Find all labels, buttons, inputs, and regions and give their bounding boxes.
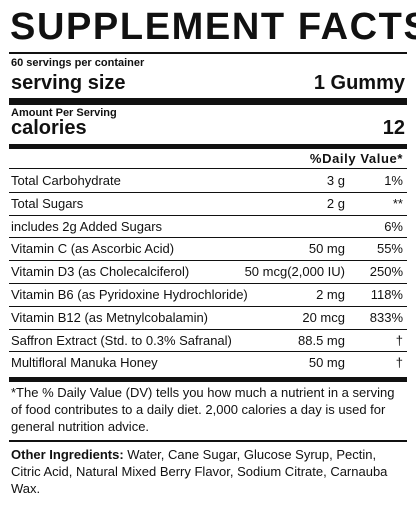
nutrient-name: Vitamin C (as Ascorbic Acid): [11, 241, 175, 257]
thick-divider: [9, 144, 407, 149]
nutrient-amount: 50 mcg(2,000 IU): [244, 264, 345, 280]
nutrient-name: Multifloral Manuka Honey: [11, 355, 158, 371]
divider: [9, 52, 407, 54]
servings-per-container: 60 servings per container: [11, 57, 145, 69]
panel-title: SUPPLEMENT FACTS: [10, 6, 416, 48]
nutrient-name: Total Carbohydrate: [11, 173, 121, 188]
nutrient-amount: 2 mg: [316, 287, 345, 302]
nutrient-daily-value: 6%: [384, 218, 403, 234]
daily-value-footnote: *The % Daily Value (DV) tells you how mu…: [11, 385, 395, 434]
divider: [9, 214, 407, 216]
nutrient-name: Vitamin B6 (as Pyridoxine Hydrochloride): [11, 287, 248, 302]
nutrient-name: includes 2g Added Sugars: [11, 218, 163, 234]
nutrient-row: includes 2g Added Sugars 6%: [9, 216, 407, 238]
ingredients-text: Water, Cane Sugar, Glucose Syrup, Pectin…: [11, 447, 388, 496]
nutrient-amount: 50 mg: [308, 355, 345, 371]
nutrient-daily-value: †: [395, 332, 403, 348]
nutrient-row: Vitamin D3 (as Cholecalciferol) 50 mcg(2,…: [9, 261, 407, 283]
nutrient-daily-value: 250%: [369, 264, 403, 280]
nutrient-daily-value: 1%: [384, 173, 403, 188]
calories-value: 12: [382, 117, 405, 139]
amount-per-serving: Amount Per Serving: [11, 107, 117, 119]
nutrient-daily-value: 55%: [376, 241, 403, 257]
nutrient-amount: 20 mcg: [302, 309, 345, 325]
divider: [9, 168, 407, 169]
thick-divider: [9, 377, 407, 382]
nutrient-name: Vitamin B12 (as Metnylcobalamin): [11, 309, 209, 325]
nutrient-daily-value: 118%: [370, 287, 403, 302]
nutrient-row: Total Sugars 2 g **: [9, 193, 407, 215]
serving-size-label: serving size: [11, 72, 126, 94]
divider: [9, 305, 407, 307]
nutrient-row: Vitamin B12 (as Metnylcobalamin) 20 mcg 83…: [9, 307, 407, 329]
nutrient-row: Vitamin B6 (as Pyridoxine Hydrochloride)…: [9, 284, 407, 306]
nutrient-amount: 50 mg: [308, 241, 345, 257]
nutrient-row: Multifloral Manuka Honey 50 mg †: [9, 352, 407, 374]
divider: [9, 260, 407, 262]
daily-value-header: %Daily Value*: [309, 151, 403, 166]
nutrient-name: Total Sugars: [11, 195, 84, 211]
ingredients-label: Other Ingredients:: [11, 447, 124, 462]
nutrient-row: Saffron Extract (Std. to 0.3% Safranal) 8…: [9, 330, 407, 352]
divider: [9, 328, 407, 330]
calories-label: calories: [11, 117, 87, 139]
nutrient-daily-value: †: [395, 355, 403, 371]
nutrient-daily-value: **: [392, 195, 403, 211]
divider: [9, 283, 407, 284]
nutrient-amount: 2 g: [326, 195, 345, 211]
divider: [9, 440, 407, 442]
nutrient-row: Total Carbohydrate 3 g 1%: [9, 170, 407, 192]
serving-size-value: 1 Gummy: [313, 72, 405, 94]
other-ingredients: Other Ingredients: Water, Cane Sugar, Gl…: [11, 446, 407, 497]
nutrient-amount: 88.5 mg: [298, 332, 345, 348]
divider: [9, 191, 407, 193]
nutrient-amount: 3 g: [326, 173, 345, 188]
nutrient-name: Saffron Extract (Std. to 0.3% Safranal): [11, 332, 232, 348]
nutrient-daily-value: 833%: [369, 309, 403, 325]
divider: [9, 237, 407, 239]
nutrient-name: Vitamin D3 (as Cholecalciferol): [11, 264, 190, 280]
nutrient-row: Vitamin C (as Ascorbic Acid) 50 mg 55%: [9, 238, 407, 260]
thick-divider: [9, 98, 407, 105]
divider: [9, 351, 407, 353]
